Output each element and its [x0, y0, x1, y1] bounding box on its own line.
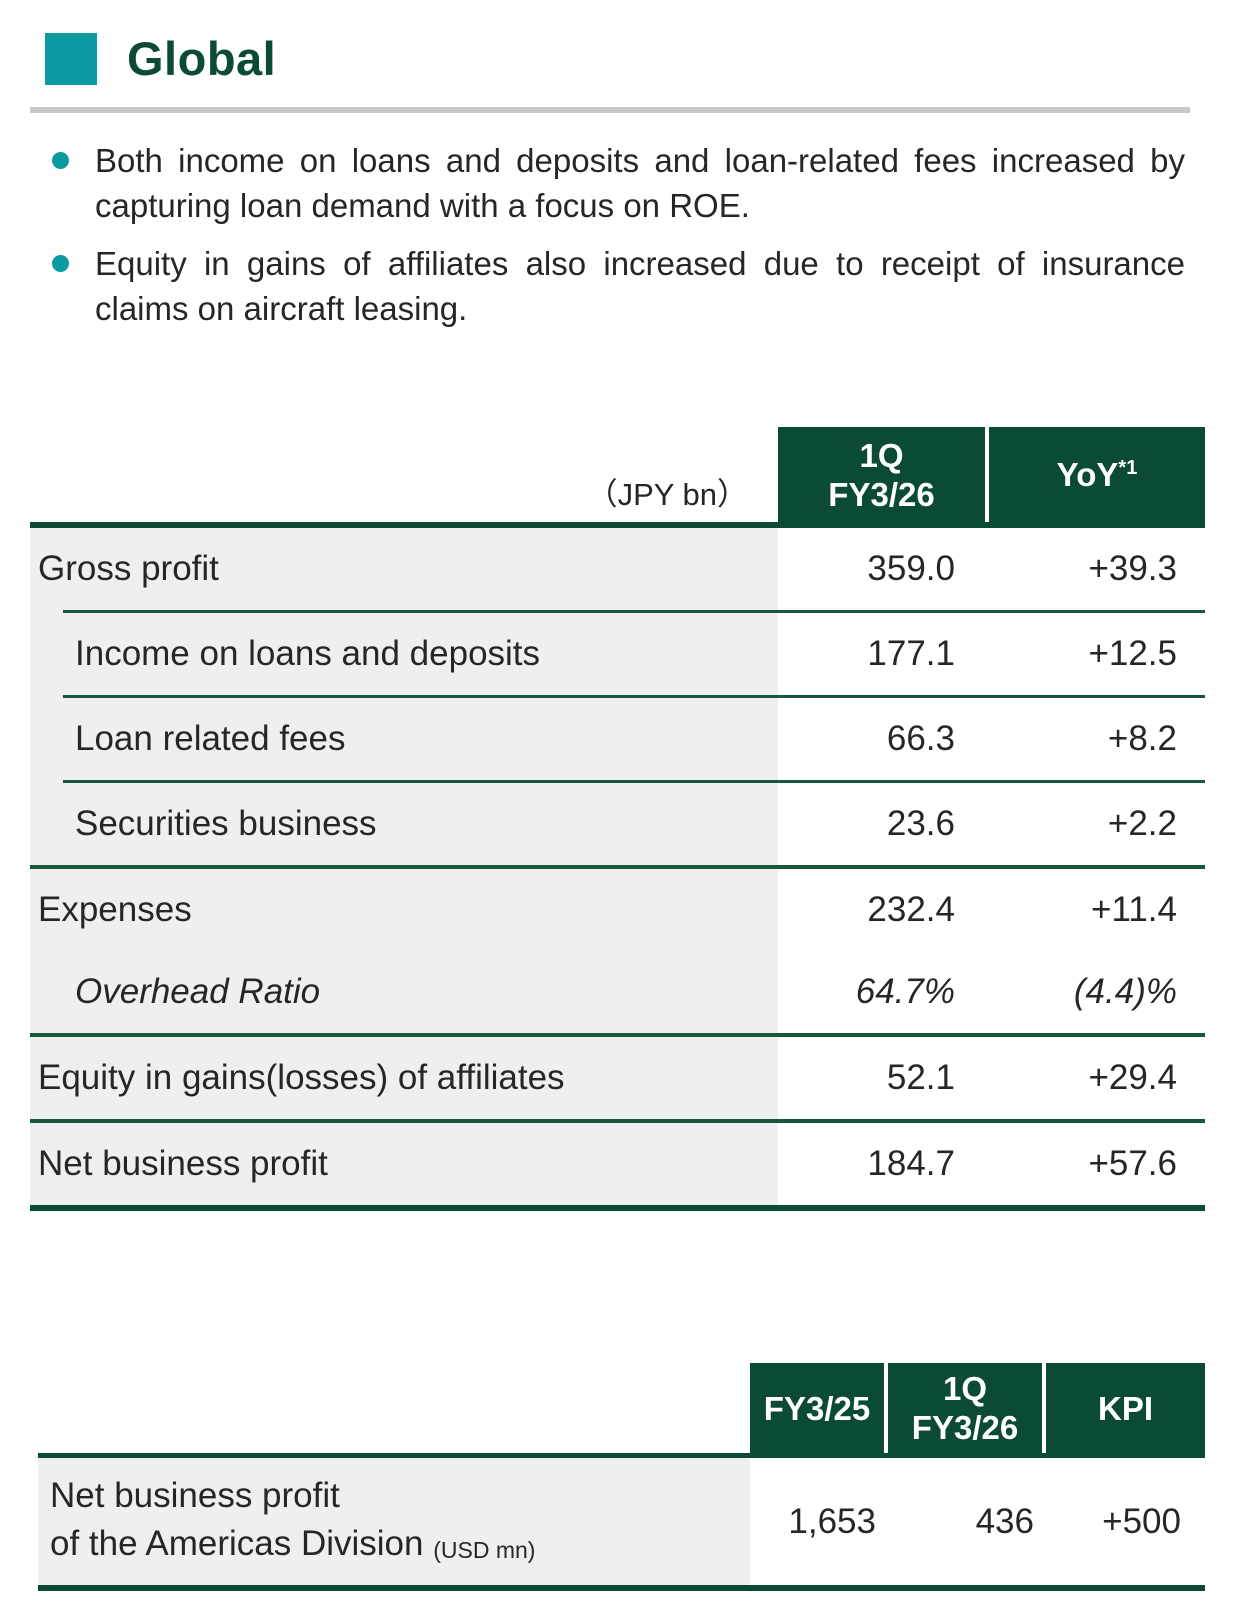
row-label-line: Net business profit: [50, 1476, 340, 1515]
bullet-text: Equity in gains of affiliates also incre…: [95, 245, 1185, 327]
yoy-value: +29.4: [1088, 1058, 1177, 1097]
col-header-1q-fy326: 1Q FY3/26: [884, 1363, 1042, 1453]
bullet-text: Both income on loans and deposits and lo…: [95, 142, 1185, 224]
slide-page: Global Both income on loans and deposits…: [0, 31, 1235, 1591]
row-separator: [30, 865, 1205, 869]
section-marker-square: [45, 32, 97, 85]
summary-bullets: Both income on loans and deposits and lo…: [52, 138, 1185, 331]
row-separator: [30, 1119, 1205, 1123]
row-label: Overhead Ratio: [30, 951, 778, 1033]
col-header-line: FY3/26: [828, 475, 935, 513]
yoy-value: +39.3: [1088, 549, 1177, 588]
table-border-bottom: [30, 1205, 1205, 1211]
yoy-value: +2.2: [1107, 804, 1177, 843]
q1-value: 184.7: [867, 1144, 955, 1183]
row-separator: [30, 1033, 1205, 1037]
header-spacer: [38, 1363, 750, 1453]
col-header-line: 1Q: [859, 436, 904, 474]
kpi-value: +500: [1102, 1501, 1181, 1541]
table-border-top: [30, 522, 1205, 528]
table-header-row: （JPY bn） 1Q FY3/26 YoY*1: [30, 427, 1205, 522]
q1-value: 52.1: [886, 1058, 955, 1097]
yoy-value: +8.2: [1107, 719, 1177, 758]
table-header-row: FY3/25 1Q FY3/26 KPI: [38, 1363, 1205, 1453]
table-row-securities-business: Securities business 23.6 +2.2: [30, 783, 1205, 865]
table-row-americas-net-business-profit: Net business profit of the Americas Divi…: [38, 1458, 1205, 1585]
q1-value: 359.0: [867, 549, 955, 588]
yoy-value: +57.6: [1088, 1144, 1177, 1183]
table-row-net-business-profit: Net business profit 184.7 +57.6: [30, 1123, 1205, 1205]
table-row-income-loans-deposits: Income on loans and deposits 177.1 +12.5: [30, 613, 1205, 695]
fy325-value: 1,653: [788, 1501, 876, 1541]
unit-label: （JPY bn）: [586, 477, 748, 512]
row-label: Equity in gains(losses) of affiliates: [30, 1037, 778, 1119]
yoy-value: (4.4)%: [1073, 972, 1177, 1011]
footnote-marker: *1: [1118, 457, 1138, 479]
q1-value: 177.1: [867, 634, 955, 673]
row-separator: [30, 780, 1205, 783]
bullet-item: Both income on loans and deposits and lo…: [52, 138, 1185, 228]
row-label: Gross profit: [30, 528, 778, 610]
yoy-value: +11.4: [1091, 890, 1177, 929]
table-row-overhead-ratio: Overhead Ratio 64.7% (4.4)%: [30, 951, 1205, 1033]
bullet-item: Equity in gains of affiliates also incre…: [52, 241, 1185, 331]
global-results-table: （JPY bn） 1Q FY3/26 YoY*1 Gross profit 35…: [30, 427, 1205, 1211]
yoy-value: +12.5: [1088, 634, 1177, 673]
table-border-top: [38, 1453, 1205, 1458]
table-row-expenses: Expenses 232.4 +11.4: [30, 869, 1205, 951]
title-divider: [30, 107, 1190, 113]
row-label-line: of the Americas Division (USD mn): [50, 1524, 536, 1563]
col-header-line: FY3/26: [911, 1409, 1019, 1446]
table-row-gross-profit: Gross profit 359.0 +39.3: [30, 528, 1205, 610]
col-header-fy325: FY3/25: [750, 1363, 884, 1453]
row-label: Net business profit of the Americas Divi…: [38, 1458, 750, 1585]
q1-value: 66.3: [886, 719, 955, 758]
col-header-kpi: KPI: [1042, 1363, 1205, 1453]
section-header: Global: [45, 31, 1235, 86]
table-row-equity-in-gains: Equity in gains(losses) of affiliates 52…: [30, 1037, 1205, 1119]
col-header-yoy: YoY*1: [985, 427, 1205, 522]
table-row-loan-related-fees: Loan related fees 66.3 +8.2: [30, 698, 1205, 780]
q1-fy326-value: 436: [975, 1501, 1034, 1541]
bullet-dot-icon: [52, 152, 69, 169]
row-separator: [30, 695, 1205, 698]
bullet-dot-icon: [52, 255, 69, 272]
q1-value: 23.6: [886, 804, 955, 843]
q1-value: 64.7%: [855, 972, 955, 1011]
row-label: Securities business: [30, 783, 778, 865]
americas-kpi-table: FY3/25 1Q FY3/26 KPI Net business profit…: [38, 1363, 1205, 1591]
q1-value: 232.4: [867, 890, 955, 929]
row-label: Income on loans and deposits: [30, 613, 778, 695]
col-header-line: 1Q: [942, 1370, 988, 1407]
row-label: Expenses: [30, 869, 778, 951]
unit-label: (USD mn): [433, 1537, 536, 1563]
row-label: Loan related fees: [30, 698, 778, 780]
col-header-1q-fy326: 1Q FY3/26: [778, 427, 985, 522]
row-separator: [30, 610, 1205, 613]
table-border-bottom: [38, 1585, 1205, 1591]
col-header-line: YoY*1: [1056, 456, 1138, 493]
page-title: Global: [127, 32, 277, 85]
row-label: Net business profit: [30, 1123, 778, 1205]
